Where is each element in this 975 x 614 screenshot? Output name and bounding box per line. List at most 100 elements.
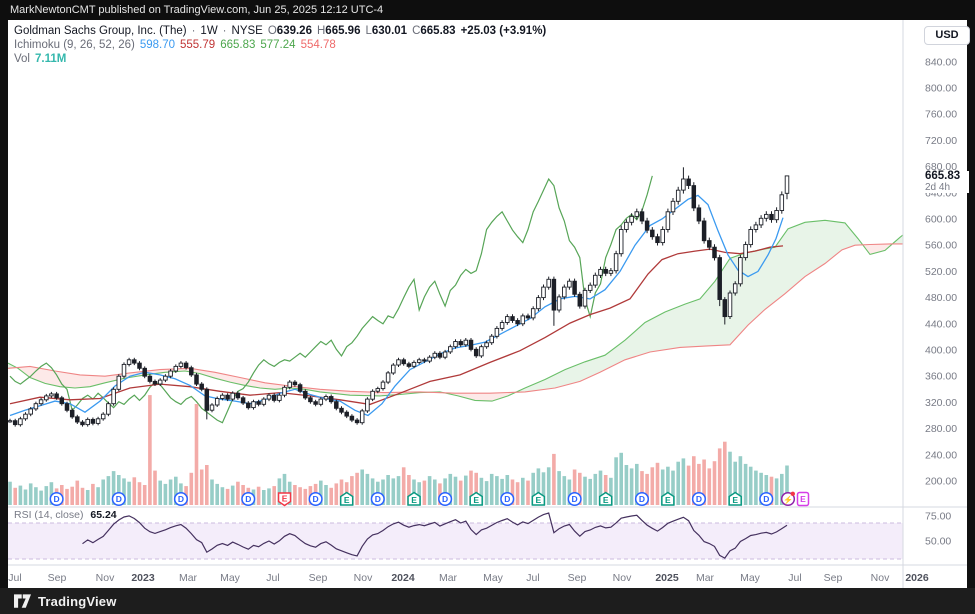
- tradingview-brand[interactable]: TradingView: [38, 593, 117, 609]
- volume-bar: [453, 476, 458, 505]
- marker-letter: E: [344, 495, 350, 505]
- currency-toggle-button[interactable]: USD: [924, 26, 970, 45]
- chart-panel: D D D D D D D D D D D D E E E E E E E E ⚡ E 840.00 800.00 760.00…: [8, 20, 970, 588]
- time-tick-label: Nov: [613, 572, 632, 584]
- candle-up: [209, 404, 215, 411]
- chikou-span-line: [9, 175, 653, 424]
- dividend-marker[interactable]: D: [634, 491, 650, 507]
- candle-up: [385, 372, 391, 383]
- exchange-label[interactable]: NYSE: [231, 25, 263, 37]
- rsi-title[interactable]: RSI (14, close): [14, 509, 84, 521]
- chikou-value: 665.83: [220, 39, 256, 51]
- candle-down: [422, 359, 427, 362]
- earnings-beat-marker[interactable]: E: [407, 491, 421, 506]
- candle-down: [769, 213, 774, 221]
- candle-up: [670, 200, 676, 213]
- separator-dot: ·: [222, 25, 227, 37]
- marker-letter: E: [732, 495, 738, 505]
- candle-down: [256, 401, 261, 405]
- dividend-marker[interactable]: D: [308, 491, 323, 507]
- symbol-title[interactable]: Goldman Sachs Group, Inc. (The): [14, 25, 187, 37]
- volume-bar: [629, 468, 634, 505]
- candle-down: [142, 367, 147, 377]
- rsi-tick-label: 75.00: [925, 511, 951, 523]
- candle-down: [137, 362, 142, 369]
- volume-bar: [70, 486, 74, 505]
- candle-down: [639, 211, 645, 222]
- volume-bar: [194, 404, 199, 505]
- dividend-marker[interactable]: D: [759, 491, 774, 507]
- volume-bar: [381, 479, 385, 505]
- candle-down: [707, 240, 712, 248]
- volume-bar: [142, 485, 147, 505]
- senkou-span-a-line: [8, 219, 903, 402]
- dividend-marker[interactable]: D: [438, 491, 453, 507]
- candle-down: [515, 320, 520, 325]
- upcoming-earnings-marker[interactable]: E: [796, 491, 810, 507]
- volume-bar: [174, 476, 178, 505]
- candle-up: [442, 351, 448, 358]
- dividend-marker[interactable]: D: [691, 491, 706, 507]
- senkou-b-value: 554.78: [300, 39, 336, 51]
- candle-down: [204, 388, 210, 411]
- volume-bar: [210, 479, 214, 505]
- candle-down: [80, 421, 85, 426]
- volume-bar: [650, 467, 655, 505]
- kijun-sen-line: [9, 245, 784, 406]
- volume-bar: [267, 488, 271, 505]
- earnings-beat-marker[interactable]: E: [598, 491, 613, 506]
- time-tick-label: Mar: [696, 572, 715, 584]
- candle-up: [624, 221, 629, 230]
- volume-bar: [386, 475, 390, 505]
- candle-down: [240, 397, 246, 404]
- dividend-marker[interactable]: D: [173, 491, 188, 507]
- dividend-marker[interactable]: D: [370, 491, 385, 507]
- volume-bar: [153, 470, 157, 505]
- earnings-beat-marker[interactable]: E: [531, 491, 546, 506]
- earnings-beat-marker[interactable]: E: [339, 491, 354, 506]
- earnings-beat-marker[interactable]: E: [661, 491, 675, 506]
- candle-up: [100, 413, 106, 420]
- marker-letter: D: [572, 494, 578, 504]
- earnings-miss-marker[interactable]: E: [277, 492, 292, 507]
- volume-bar: [303, 488, 308, 505]
- published-bar: MarkNewtonCMT published on TradingView.c…: [0, 0, 975, 20]
- candle-down: [473, 348, 479, 357]
- candle-up: [396, 359, 401, 366]
- tradingview-logo-icon[interactable]: [14, 593, 31, 609]
- volume-bar: [163, 483, 168, 505]
- volume-bar: [645, 473, 649, 505]
- dividend-marker[interactable]: D: [500, 491, 515, 507]
- earnings-beat-marker[interactable]: E: [469, 491, 483, 506]
- time-tick-label: May: [740, 572, 761, 584]
- dividend-marker[interactable]: D: [241, 491, 256, 507]
- axes: 840.00800.00760.00720.00680.00640.00600.…: [8, 56, 957, 584]
- ichimoku-title[interactable]: Ichimoku (9, 26, 52, 26): [14, 39, 135, 51]
- time-tick-label: May: [220, 572, 241, 584]
- volume-title[interactable]: Vol: [14, 53, 30, 65]
- candle-up: [391, 364, 396, 374]
- dividend-marker[interactable]: D: [49, 491, 64, 507]
- earnings-beat-marker[interactable]: E: [728, 491, 742, 506]
- candle-down: [64, 403, 70, 411]
- dividend-marker[interactable]: D: [111, 491, 126, 507]
- volume-bar: [39, 490, 43, 505]
- price-chart-canvas[interactable]: D D D D D D D D D D D D E E E E E E E E ⚡ E 840.00 800.00 760.00…: [8, 20, 967, 588]
- time-tick-label: Nov: [354, 572, 373, 584]
- volume-bar: [578, 472, 582, 505]
- volume-bar: [748, 466, 753, 505]
- candle-down: [510, 316, 515, 321]
- volume-bar: [526, 480, 530, 505]
- volume-bar: [583, 476, 587, 505]
- candle-up: [432, 352, 438, 358]
- volume-bar: [505, 475, 510, 505]
- rsi-band: [8, 523, 903, 559]
- volume-bar: [256, 486, 261, 505]
- volume-bar: [334, 483, 339, 505]
- candle-up: [261, 398, 267, 405]
- candle-down: [59, 397, 65, 405]
- dividend-marker[interactable]: D: [567, 491, 582, 507]
- flash-event-marker[interactable]: ⚡: [780, 491, 796, 507]
- candle-down: [339, 407, 344, 413]
- interval-label[interactable]: 1W: [200, 25, 218, 37]
